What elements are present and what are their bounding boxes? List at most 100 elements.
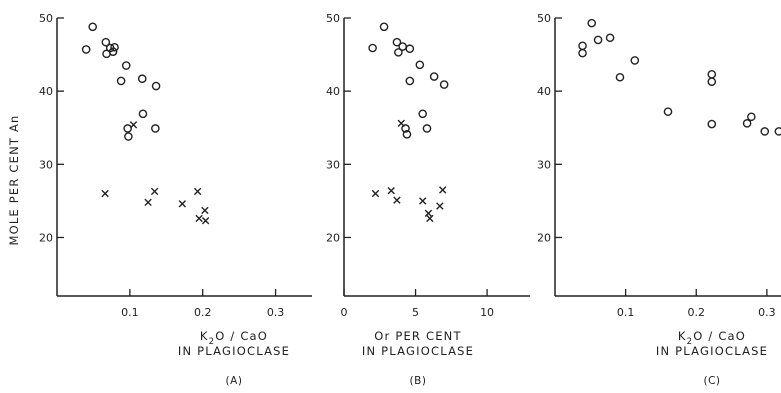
panel-b-point-circle	[415, 60, 425, 70]
panel-a-point-cross	[101, 189, 109, 198]
panel-b-point-cross	[393, 196, 401, 204]
panel-a-ytick-label: 50	[39, 12, 53, 25]
panel-a-ytick-label: 40	[39, 85, 53, 98]
panel-c-point-circle	[742, 119, 752, 128]
panel-a-point-cross	[195, 214, 203, 223]
cross-stroke	[144, 198, 152, 207]
panel-c-xlabel-line2: IN PLAGIOCLASE	[656, 344, 768, 358]
panel-b-point-circle	[422, 124, 432, 133]
panel-c-point-circle	[630, 56, 640, 65]
panel-c-point-circle	[578, 41, 587, 51]
panel-a-point-circle	[151, 124, 160, 133]
panel-a-point-cross	[193, 187, 202, 196]
panel-b-point-circle	[401, 124, 410, 133]
cross-stroke	[371, 189, 380, 198]
panel-b-point-circle	[392, 37, 402, 47]
cross-stroke	[397, 119, 405, 128]
panel-c-point-circle	[593, 35, 603, 45]
panel-c-point-circle	[663, 107, 673, 116]
cross-stroke	[129, 121, 138, 129]
panel-c-xlabel-line1: K2O / CaO	[678, 329, 746, 347]
panel-b-point-circle	[394, 48, 403, 57]
cross-stroke	[418, 197, 427, 205]
panel-b-xtick-label: 5	[412, 306, 419, 319]
panel-b-marks	[368, 22, 449, 223]
panel-b-point-cross	[387, 186, 395, 195]
panel-c-xtick-label: 0.2	[688, 306, 706, 319]
panel-b-ytick-label: 20	[326, 231, 340, 244]
panel-b-ytick-label: 30	[326, 158, 340, 171]
panel-b-label: (B)	[410, 375, 427, 387]
panel-b-point-circle	[429, 72, 439, 81]
panel-a-point-circle	[101, 37, 111, 47]
panel-c-point-circle	[747, 112, 756, 122]
panel-a-point-cross	[201, 216, 210, 225]
panel-b-xtick-label: 0	[341, 306, 348, 319]
cross-stroke	[101, 189, 109, 198]
panel-b-point-circle	[405, 44, 415, 54]
panel-b-ytick-label: 50	[326, 12, 340, 25]
cross-stroke	[178, 200, 187, 208]
panel-c-ytick-label: 50	[537, 12, 551, 25]
panel-a-xtick-label: 0.1	[121, 306, 139, 319]
panel-a-point-circle	[108, 47, 118, 56]
panel-a-xlabel-line1: K2O / CaO	[200, 329, 268, 347]
panel-a-point-circle	[110, 42, 119, 52]
panel-c-point-circle	[587, 18, 597, 28]
cross-stroke	[387, 186, 395, 195]
panel-b-point-cross	[371, 189, 380, 198]
cross-stroke	[393, 196, 401, 204]
panel-a-point-circle	[124, 132, 133, 141]
panel-a-marks	[81, 22, 210, 225]
panel-a-point-circle	[81, 45, 91, 54]
panel-a-xtick-label: 0.3	[267, 306, 285, 319]
cross-stroke	[201, 206, 209, 215]
panel-b-point-circle	[379, 22, 389, 32]
panel-c-point-circle	[760, 127, 770, 136]
panel-a-ytick-label: 30	[39, 158, 53, 171]
panel-c-ticks: 20 30 40 50 0.1 0.2 0.3	[537, 12, 776, 319]
panel-a-point-cross	[129, 121, 138, 129]
panel-c-point-circle	[605, 33, 615, 43]
panel-b-point-circle	[405, 76, 415, 86]
panel-b-point-cross	[436, 202, 444, 210]
panel-b-xlabel-line2: IN PLAGIOCLASE	[362, 344, 474, 358]
cross-stroke	[193, 187, 202, 196]
cross-stroke	[439, 186, 447, 194]
panel-a-point-circle	[116, 76, 126, 86]
panel-a-point-cross	[201, 206, 209, 215]
panel-c-point-circle	[578, 48, 587, 58]
panel-b-ytick-label: 40	[326, 85, 340, 98]
panel-b-ticks: 20 30 40 50 0 5 10	[326, 12, 494, 319]
panel-b-point-circle	[402, 130, 412, 139]
panel-c-point-circle	[707, 70, 717, 79]
cross-stroke	[436, 202, 444, 210]
panel-c-marks	[578, 18, 781, 136]
panel-a-point-circle	[138, 109, 148, 119]
panel-b-point-cross	[424, 209, 433, 218]
panel-b-point-circle	[439, 80, 449, 89]
panel-b-xtick-label: 10	[480, 306, 494, 319]
panel-a-ticks: 20 30 40 50 0.1 0.2 0.3	[39, 12, 284, 319]
panel-b-xlabel-line1: Or PER CENT	[374, 329, 461, 343]
panel-c-xtick-label: 0.1	[617, 306, 635, 319]
cross-stroke	[201, 216, 210, 225]
panel-b-point-circle	[398, 42, 407, 51]
panel-b-point-cross	[426, 214, 434, 223]
panel-a-point-circle	[151, 81, 161, 91]
panel-c-point-circle	[707, 77, 717, 86]
panel-a-point-cross	[150, 187, 159, 196]
panel-c-ytick-label: 20	[537, 231, 551, 244]
panel-a-ytick-label: 20	[39, 231, 53, 244]
panel-c: 20 30 40 50 0.1 0.2 0.3 K2O / CaO IN PLAGIOCLA…	[537, 12, 781, 387]
panel-a-xlabel-line2: IN PLAGIOCLASE	[178, 344, 290, 358]
cross-stroke	[195, 214, 203, 223]
panel-b-point-cross	[439, 186, 447, 194]
panel-a-point-cross	[178, 200, 187, 208]
panel-a-point-cross	[144, 198, 152, 207]
cross-stroke	[426, 214, 434, 223]
cross-stroke	[424, 209, 433, 218]
panel-a-point-circle	[123, 124, 132, 133]
